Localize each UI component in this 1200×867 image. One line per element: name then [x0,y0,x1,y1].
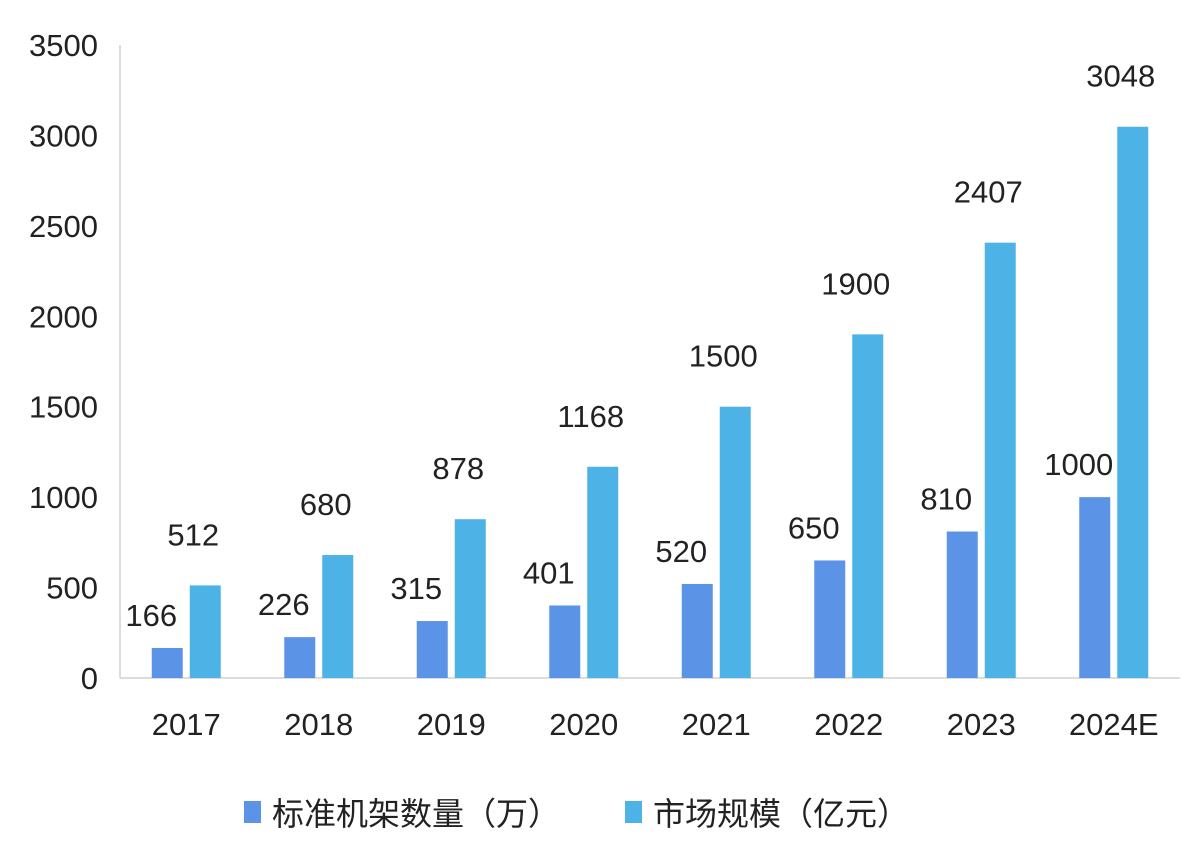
data-label: 650 [788,510,840,545]
data-label: 315 [390,571,442,606]
x-tick-label: 2017 [152,707,221,742]
legend-label: 市场规模（亿元） [653,796,909,832]
data-label: 401 [523,555,575,590]
legend: 标准机架数量（万） 市场规模（亿元） [244,796,909,832]
bars [151,126,1149,678]
data-label: 1000 [1044,447,1113,482]
x-tick-label: 2023 [947,707,1016,742]
bar-market-2022 [852,334,884,678]
data-label: 2407 [954,175,1023,210]
y-tick-label: 1000 [29,480,98,515]
x-tick-label: 2019 [417,707,486,742]
bar-racks-2023 [946,531,978,678]
x-tick-label: 2022 [814,707,883,742]
bar-market-2021 [719,406,751,678]
y-axis: 0 500 1000 1500 2000 2500 3000 3500 [29,28,121,696]
bar-racks-2019 [416,621,448,678]
y-tick-label: 2500 [29,209,98,244]
bar-racks-2021 [681,583,713,678]
data-label: 166 [125,598,177,633]
data-labels: 166 512 226 680 315 878 401 1168 520 1500 650 1900 8… [125,59,1155,633]
x-tick-label: 2018 [284,707,353,742]
bar-market-2017 [189,585,221,678]
x-tick-label: 2020 [549,707,618,742]
bar-market-2020 [587,466,619,678]
x-axis: 2017 2018 2019 2020 2021 2022 2023 2024E [120,677,1180,742]
y-tick-label: 1500 [29,390,98,425]
data-label: 520 [655,534,707,569]
bar-market-2019 [454,519,486,678]
data-label: 1168 [557,399,624,434]
bar-racks-2017 [151,647,183,678]
data-label: 3048 [1086,59,1155,94]
bar-racks-2022 [814,560,846,678]
y-tick-label: 500 [46,571,98,606]
legend-swatch [244,801,261,823]
bar-racks-2018 [284,637,316,678]
data-label: 810 [920,482,972,517]
data-label: 680 [300,487,352,522]
bar-market-2023 [984,242,1016,678]
data-label: 1900 [821,266,890,301]
y-tick-label: 3000 [29,118,98,153]
data-label: 512 [167,517,219,552]
x-tick-label: 2021 [682,707,751,742]
legend-label: 标准机架数量（万） [272,796,560,832]
bar-racks-2020 [549,605,581,678]
bar-racks-2024E [1079,497,1111,678]
x-tick-label: 2024E [1069,707,1159,742]
data-label: 878 [432,451,484,486]
bar-market-2024E [1117,126,1149,678]
y-tick-label: 2000 [29,299,98,334]
y-tick-label: 0 [81,661,98,696]
data-label: 226 [258,587,310,622]
data-label: 1500 [689,339,758,374]
legend-swatch [625,801,642,823]
y-tick-label: 3500 [29,28,98,63]
bar-market-2018 [322,555,354,678]
